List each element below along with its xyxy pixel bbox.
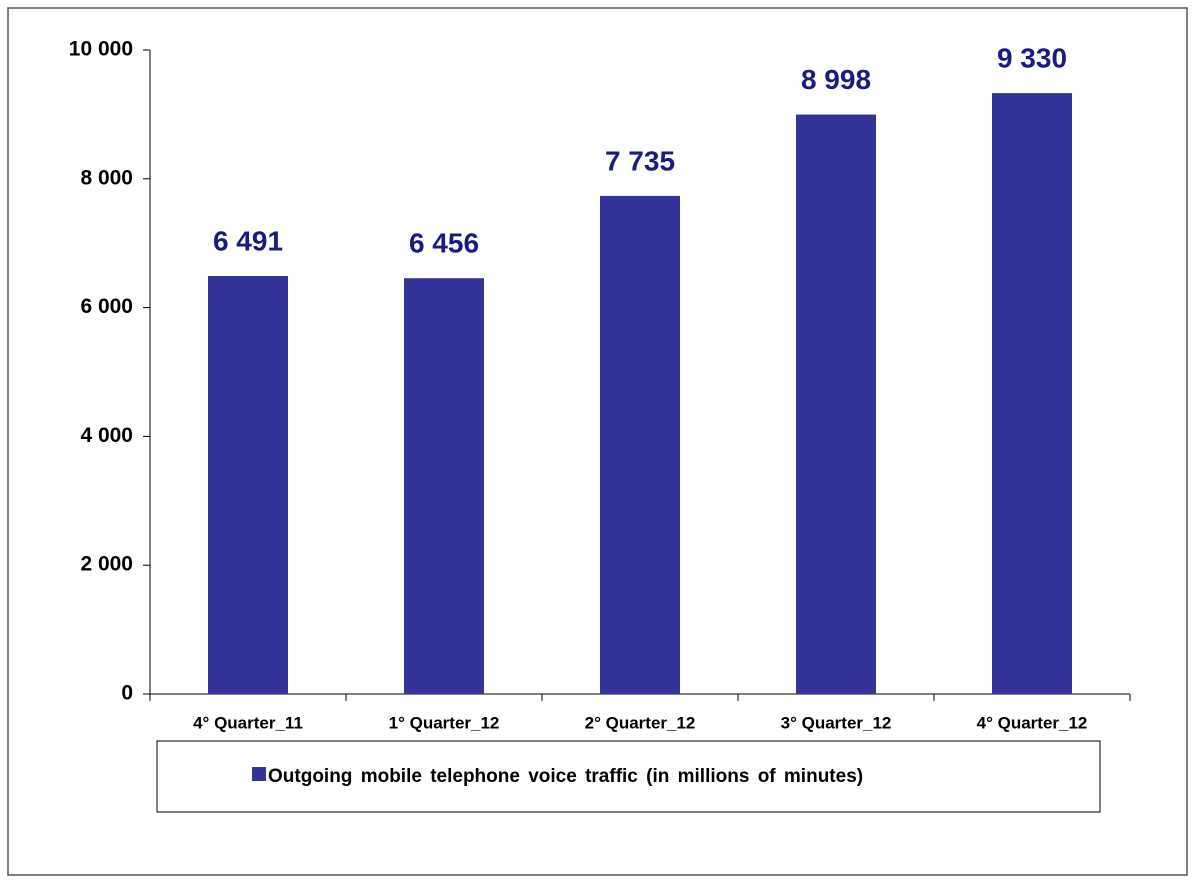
y-tick-label: 6 000 <box>80 295 133 318</box>
x-tick-label: 1° Quarter_12 <box>389 713 500 732</box>
legend-label: Outgoing mobile telephone voice traffic … <box>268 766 863 787</box>
y-tick-label: 0 <box>121 682 133 705</box>
data-label: 9 330 <box>997 43 1067 74</box>
bar <box>992 93 1072 694</box>
x-tick-label: 4° Quarter_12 <box>977 713 1088 732</box>
legend-box <box>156 740 1101 813</box>
bar <box>208 275 288 694</box>
y-tick-label: 2 000 <box>80 553 133 576</box>
legend-swatch <box>252 767 266 781</box>
data-label: 8 998 <box>801 64 871 95</box>
bar <box>796 114 876 694</box>
y-tick-label: 8 000 <box>80 166 133 189</box>
chart-frame <box>7 7 1188 876</box>
y-tick-label: 10 000 <box>69 38 133 61</box>
data-label: 6 491 <box>213 225 283 256</box>
bar <box>600 195 680 694</box>
x-tick-label: 2° Quarter_12 <box>585 713 696 732</box>
y-tick-label: 4 000 <box>80 424 133 447</box>
data-label: 7 735 <box>605 145 675 176</box>
bar <box>404 278 484 694</box>
x-tick-label: 3° Quarter_12 <box>781 713 892 732</box>
data-label: 6 456 <box>409 228 479 259</box>
x-tick-label: 4° Quarter_11 <box>193 713 303 732</box>
